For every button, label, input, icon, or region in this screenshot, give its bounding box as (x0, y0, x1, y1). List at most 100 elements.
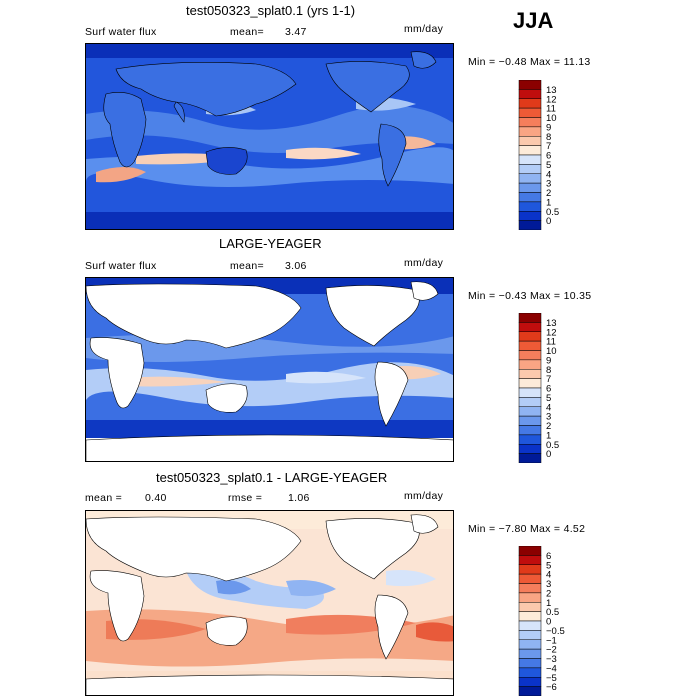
colorbar-tick-label: −5 (546, 673, 557, 684)
panel3-mean-value: 0.40 (145, 492, 167, 504)
colorbar-swatch (518, 182, 542, 193)
colorbar-tick-label: 5 (546, 393, 551, 404)
panel3-minmax: Min = −7.80 Max = 4.52 (468, 523, 586, 535)
colorbar-tick-label: 0.5 (546, 607, 559, 618)
colorbar-swatch (518, 136, 542, 146)
colorbar-swatch (518, 164, 542, 174)
panel2-minmax: Min = −0.43 Max = 10.35 (468, 290, 592, 302)
colorbar-tick-label: 13 (546, 85, 557, 96)
colorbar-swatch (518, 89, 542, 99)
colorbar-swatch (518, 220, 542, 230)
colorbar-tick-label: 6 (546, 551, 551, 562)
colorbar-swatch (518, 322, 542, 332)
colorbar-tick-label: 6 (546, 384, 551, 395)
colorbar-swatch (518, 648, 542, 659)
colorbar-tick-label: 10 (546, 113, 557, 124)
panel3-map (85, 510, 454, 696)
colorbar-swatch (518, 658, 542, 669)
colorbar-swatch (518, 192, 542, 203)
colorbar-swatch (518, 126, 542, 137)
colorbar-tick-label: 12 (546, 327, 557, 338)
panel3-units: mm/day (404, 490, 444, 502)
colorbar-swatch (518, 677, 542, 687)
colorbar-swatch (518, 154, 542, 165)
colorbar-swatch (518, 359, 542, 370)
colorbar-swatch (518, 369, 542, 379)
colorbar-tick-label: 1 (546, 430, 551, 441)
colorbar-swatch (518, 397, 542, 407)
colorbar-tick-label: 8 (546, 132, 551, 143)
colorbar-tick-label: 7 (546, 141, 551, 152)
colorbar-tick-label: 3 (546, 412, 551, 423)
colorbar-tick-label: 0 (546, 449, 551, 460)
colorbar-swatch (518, 145, 542, 156)
panel3-mean-label: mean = (85, 492, 123, 504)
colorbar-swatch (518, 583, 542, 594)
colorbar-tick-label: 8 (546, 365, 551, 376)
panel2-mean-label: mean= (230, 260, 264, 272)
colorbar-tick-label: 4 (546, 169, 551, 180)
colorbar-swatch (518, 80, 542, 90)
colorbar-tick-label: 3 (546, 579, 551, 590)
colorbar-tick-label: −0.5 (546, 626, 565, 637)
colorbar-tick-label: 11 (546, 104, 556, 115)
panel2-units: mm/day (404, 257, 444, 269)
colorbar-swatch (518, 573, 542, 584)
panel1-map (85, 43, 454, 230)
colorbar-swatch (518, 387, 542, 398)
colorbar-swatch (518, 639, 542, 650)
panel3-title: test050323_splat0.1 - LARGE-YEAGER (156, 470, 388, 485)
colorbar-swatch (518, 592, 542, 603)
panel3-rmse-value: 1.06 (288, 492, 310, 504)
colorbar-swatch (518, 117, 542, 128)
colorbar-swatch (518, 406, 542, 417)
panel2-map (85, 277, 454, 462)
colorbar-tick-label: 0.5 (546, 440, 559, 451)
panel1-variable-label: Surf water flux (85, 26, 157, 38)
colorbar-tick-label: 9 (546, 122, 551, 133)
panel1-mean-value: 3.47 (285, 26, 307, 38)
colorbar-tick-label: 2 (546, 588, 551, 599)
colorbar-tick-label: −1 (546, 635, 557, 646)
colorbar-tick-label: −3 (546, 654, 557, 665)
colorbar-swatch (518, 602, 542, 612)
colorbar-swatch (518, 667, 542, 678)
colorbar-tick-label: 5 (546, 560, 551, 571)
colorbar-tick-label: −6 (546, 682, 557, 693)
colorbar-tick-label: 4 (546, 570, 551, 581)
colorbar-swatch (518, 453, 542, 463)
panel3-rmse-label: rmse = (228, 492, 263, 504)
panel2-mean-value: 3.06 (285, 260, 307, 272)
colorbar-tick-label: 0 (546, 617, 551, 628)
panel2-title: LARGE-YEAGER (219, 236, 322, 251)
panel2-variable-label: Surf water flux (85, 260, 157, 272)
panel1-title: test050323_splat0.1 (yrs 1-1) (186, 3, 356, 18)
colorbar-tick-label: 4 (546, 402, 551, 413)
colorbar-swatch (518, 434, 542, 445)
season-label: JJA (513, 8, 554, 33)
colorbar-swatch (518, 620, 542, 631)
colorbar-tick-label: 3 (546, 179, 551, 190)
colorbar-swatch (518, 98, 542, 109)
colorbar-tick-label: 7 (546, 374, 551, 385)
colorbar-swatch (518, 425, 542, 436)
colorbar-swatch (518, 378, 542, 389)
colorbar-tick-label: −4 (546, 663, 557, 674)
colorbar-tick-label: 6 (546, 151, 551, 162)
colorbar-tick-label: 9 (546, 355, 551, 366)
colorbar-swatch (518, 686, 542, 696)
colorbar-swatch (518, 546, 542, 556)
colorbar-tick-label: 13 (546, 318, 557, 329)
colorbar-tick-label: 0 (546, 216, 551, 227)
panel1-units: mm/day (404, 23, 444, 35)
colorbar-swatch (518, 211, 542, 221)
panel1-minmax: Min = −0.48 Max = 11.13 (468, 56, 591, 68)
colorbar-tick-label: 2 (546, 421, 551, 432)
colorbar-tick-label: −2 (546, 645, 557, 656)
colorbar-tick-label: 1 (546, 197, 551, 208)
colorbar-tick-label: 10 (546, 346, 557, 357)
colorbar-swatch (518, 350, 542, 361)
colorbar-tick-label: 1 (546, 598, 551, 609)
